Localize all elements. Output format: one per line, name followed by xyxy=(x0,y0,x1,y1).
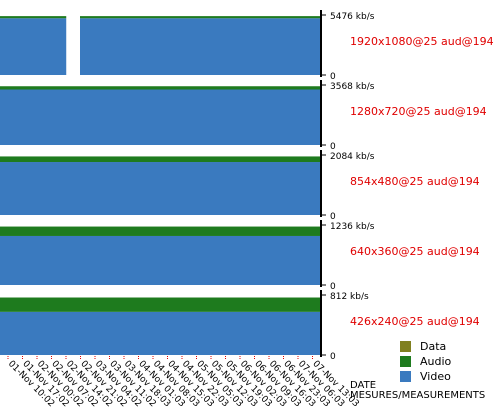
video-bar xyxy=(0,89,320,145)
panel-1: 5476 kb/s 0 1920x1080@25 aud@194 xyxy=(0,10,494,82)
video-bar xyxy=(0,162,320,215)
legend-swatch-data xyxy=(400,341,411,352)
y-max-label: 1236 kb/s xyxy=(330,222,375,232)
profile-label: 1280x720@25 aud@194 xyxy=(350,105,487,118)
audio-bar xyxy=(0,16,67,19)
y-min-label: 0 xyxy=(330,212,336,222)
x-axis-title-line: DATE xyxy=(350,380,376,391)
profile-label: 640x360@25 aud@194 xyxy=(350,245,480,258)
audio-bar xyxy=(0,156,320,163)
legend-label-data: Data xyxy=(420,340,446,353)
panel-5: 812 kb/s 0 426x240@25 aud@194 xyxy=(0,290,480,362)
y-min-label: 0 xyxy=(330,282,336,292)
video-bar xyxy=(0,18,67,76)
legend-label-audio: Audio xyxy=(420,355,452,368)
legend-label-video: Video xyxy=(420,370,451,383)
legend-swatch-video xyxy=(400,371,411,382)
panel-2: 3568 kb/s 0 1280x720@25 aud@194 xyxy=(0,80,487,152)
audio-bar xyxy=(0,226,320,236)
audio-bar xyxy=(80,16,320,19)
video-bar xyxy=(0,235,320,285)
audio-bar xyxy=(0,86,320,90)
profile-label: 426x240@25 aud@194 xyxy=(350,315,480,328)
video-bar xyxy=(80,18,320,76)
y-max-label: 2084 kb/s xyxy=(330,152,375,162)
profile-label: 1920x1080@25 aud@194 xyxy=(350,35,494,48)
y-min-label: 0 xyxy=(330,142,336,152)
y-min-label: 0 xyxy=(330,352,336,362)
x-axis-title-line: MESURES/MEASUREMENTS xyxy=(350,390,485,401)
audio-bar xyxy=(0,297,320,312)
y-max-label: 3568 kb/s xyxy=(330,82,375,92)
panel-3: 2084 kb/s 0 854x480@25 aud@194 xyxy=(0,150,480,222)
video-bar xyxy=(0,311,320,355)
legend: Data Audio Video xyxy=(400,340,452,383)
y-max-label: 5476 kb/s xyxy=(330,12,375,22)
legend-swatch-audio xyxy=(400,356,411,367)
profile-label: 854x480@25 aud@194 xyxy=(350,175,480,188)
y-min-label: 0 xyxy=(330,72,336,82)
y-max-label: 812 kb/s xyxy=(330,292,369,302)
panel-4: 1236 kb/s 0 640x360@25 aud@194 xyxy=(0,220,480,292)
